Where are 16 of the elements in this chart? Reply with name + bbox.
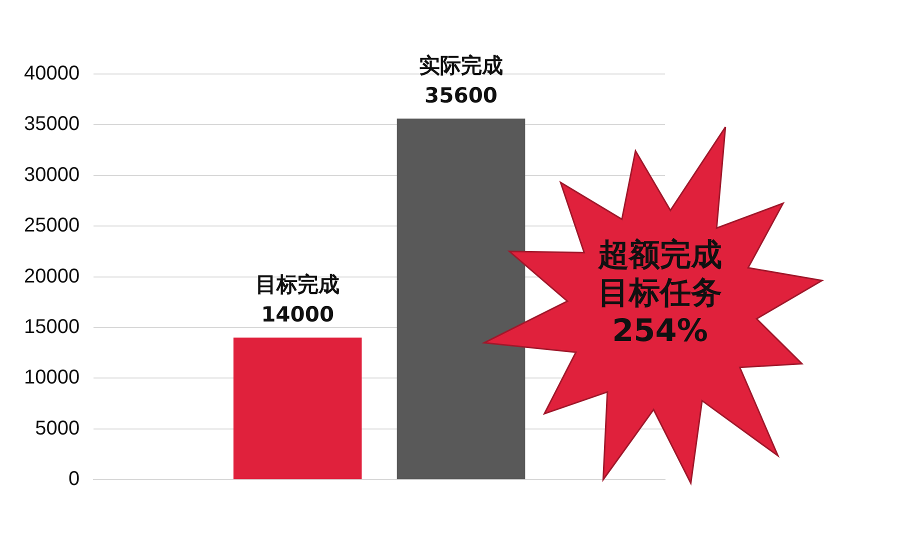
y-tick-label: 0	[68, 468, 80, 490]
data-label: 35600	[424, 84, 498, 108]
annotation: 超额完成	[596, 236, 723, 274]
y-tick-label: 10000	[24, 366, 80, 389]
y-tick-label: 35000	[24, 113, 80, 136]
annotation: 目标任务	[597, 274, 723, 312]
y-tick-label: 20000	[24, 265, 80, 288]
y-tick-label: 40000	[24, 62, 80, 85]
y-tick-label: 25000	[24, 214, 80, 237]
y-tick-label: 15000	[24, 316, 80, 338]
annotation: 254%	[611, 312, 709, 350]
series-label: 目标完成	[256, 272, 340, 297]
y-tick-label: 5000	[35, 417, 80, 440]
series-label: 实际完成	[419, 54, 504, 78]
y-tick-label: 30000	[24, 164, 80, 186]
data-label: 14000	[261, 302, 334, 327]
